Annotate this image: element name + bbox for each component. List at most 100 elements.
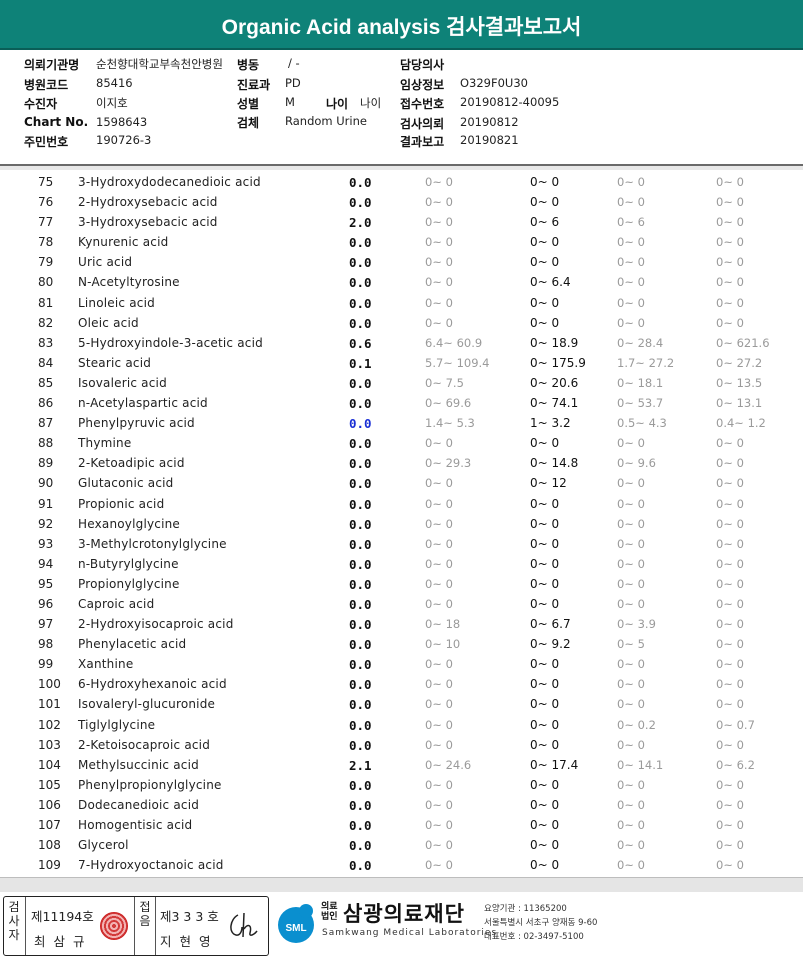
ward-label: 병동 (237, 58, 260, 72)
reference-range-2: 0~ 0 (530, 858, 560, 873)
reference-range-1: 0~ 0 (425, 777, 453, 792)
reference-range-1: 0~ 0 (425, 295, 453, 310)
analyte-name: Oleic acid (78, 315, 139, 330)
result-value: 0.0 (349, 818, 372, 833)
reference-range-4: 0~ 0 (716, 677, 744, 692)
reference-range-1: 0~ 0 (425, 838, 453, 853)
result-value: 0.0 (349, 536, 372, 552)
reference-range-2: 0~ 0 (530, 175, 560, 189)
analyte-name: Stearic acid (78, 355, 152, 370)
age-label: 나이 (326, 97, 349, 111)
table-row: 91 Propionic acid 0.0 0~ 0 0~ 0 0~ 0 0~ 0 (0, 494, 803, 514)
analyte-name: 3-Hydroxysebacic acid (78, 215, 218, 230)
analyte-name: 2-Hydroxyisocaproic acid (78, 617, 234, 632)
reference-range-3: 0~ 0 (617, 436, 645, 451)
row-number: 102 (38, 717, 61, 732)
info-shadow (0, 166, 803, 170)
reference-range-3: 0~ 0 (617, 777, 645, 792)
analyte-name: Linoleic acid (78, 295, 155, 310)
row-number: 82 (38, 315, 54, 330)
reference-range-2: 0~ 74.1 (530, 396, 579, 411)
reference-range-4: 0~ 0 (716, 315, 744, 330)
result-value: 0.0 (349, 797, 372, 813)
table-row: 79 Uric acid 0.0 0~ 0 0~ 0 0~ 0 0~ 0 (0, 252, 803, 272)
result-value: 0.0 (349, 617, 372, 633)
result-value: 0.0 (349, 456, 372, 472)
sex-value: M (285, 95, 295, 109)
reference-range-2: 0~ 0 (530, 677, 560, 692)
reference-range-2: 0~ 0 (530, 657, 560, 672)
reference-range-4: 0~ 13.5 (716, 375, 763, 390)
analyte-name: 3-Methylcrotonylglycine (78, 536, 227, 551)
row-number: 91 (38, 496, 54, 511)
reviewer-name: 지 현 영 (160, 934, 213, 949)
reference-range-4: 0~ 0 (716, 195, 744, 210)
table-row: 92 Hexanoylglycine 0.0 0~ 0 0~ 0 0~ 0 0~ 0 (0, 514, 803, 534)
results-table: 75 3-Hydroxydodecanedioic acid 0.0 0~ 0 0~ 0… (0, 172, 803, 875)
analyte-name: Propionic acid (78, 496, 165, 511)
org-type: 의료법인 (321, 902, 338, 922)
result-value: 0.0 (349, 235, 372, 251)
table-row: 100 6-Hydroxyhexanoic acid 0.0 0~ 0 0~ 0 0~ 0… (0, 674, 803, 694)
analyte-name: n-Butyrylglycine (78, 556, 179, 571)
reference-range-2: 0~ 12 (530, 476, 567, 491)
reference-range-1: 0~ 0 (425, 215, 453, 230)
table-row: 98 Phenylacetic acid 0.0 0~ 10 0~ 9.2 0~ 5 0~ … (0, 634, 803, 654)
analyte-name: Thymine (78, 436, 132, 451)
reference-range-3: 0~ 53.7 (617, 396, 664, 411)
reference-range-4: 0~ 0 (716, 235, 744, 250)
table-row: 80 N-Acetyltyrosine 0.0 0~ 0 0~ 6.4 0~ 0 0~ 0 (0, 272, 803, 292)
analyte-name: Hexanoylglycine (78, 516, 181, 531)
reference-range-1: 0~ 10 (425, 637, 461, 652)
row-number: 97 (38, 617, 54, 632)
reference-range-4: 0~ 0 (716, 476, 744, 491)
signature-icon (230, 912, 258, 938)
reference-range-1: 0~ 0 (425, 436, 453, 451)
reference-range-2: 0~ 14.8 (530, 456, 579, 471)
row-number: 86 (38, 396, 54, 411)
reference-range-2: 0~ 0 (530, 717, 560, 732)
reference-range-3: 0.5~ 4.3 (617, 416, 667, 431)
result-value: 0.0 (349, 496, 372, 512)
row-number: 107 (38, 818, 61, 832)
reference-range-3: 0~ 28.4 (617, 335, 664, 350)
reviewer-license: 제3 3 3 호 (160, 909, 219, 924)
reference-range-4: 0~ 0 (716, 295, 744, 310)
table-row: 90 Glutaconic acid 0.0 0~ 0 0~ 12 0~ 0 0~ 0 (0, 473, 803, 493)
reference-range-1: 1.4~ 5.3 (425, 416, 475, 431)
reference-range-1: 0~ 0 (425, 697, 453, 712)
reference-range-3: 1.7~ 27.2 (617, 355, 675, 370)
reference-range-4: 0~ 0 (716, 777, 744, 792)
result-value: 2.0 (349, 215, 372, 231)
reference-range-2: 0~ 0 (530, 295, 560, 310)
reference-range-3: 0~ 0 (617, 697, 645, 712)
reference-range-1: 0~ 0 (425, 235, 453, 250)
reference-range-3: 0~ 18.1 (617, 375, 664, 390)
result-value: 0.0 (349, 657, 372, 673)
patient-value: 이지호 (96, 96, 128, 110)
reference-range-4: 0~ 0 (716, 275, 744, 290)
analyte-name: Kynurenic acid (78, 235, 169, 250)
reference-range-2: 1~ 3.2 (530, 416, 571, 431)
analyte-name: Methylsuccinic acid (78, 757, 199, 772)
chart-no-value: 1598643 (96, 115, 148, 129)
reference-range-2: 0~ 6.7 (530, 617, 571, 632)
table-row: 102 Tiglylglycine 0.0 0~ 0 0~ 0 0~ 0.2 0~ 0.7 (0, 715, 803, 735)
reference-range-1: 0~ 0 (425, 496, 453, 511)
reference-range-4: 0~ 0 (716, 576, 744, 591)
analyte-name: Dodecanedioic acid (78, 797, 200, 812)
reference-range-3: 0~ 0 (617, 516, 645, 531)
analyte-name: Xanthine (78, 657, 134, 672)
row-number: 90 (38, 476, 54, 491)
reference-range-1: 0~ 18 (425, 617, 461, 632)
reference-range-3: 0~ 3.9 (617, 617, 656, 632)
analyte-name: Uric acid (78, 255, 133, 270)
reference-range-2: 0~ 0 (530, 315, 560, 330)
table-row: 97 2-Hydroxyisocaproic acid 0.0 0~ 18 0~ 6.7… (0, 614, 803, 634)
result-value: 0.0 (349, 476, 372, 492)
reference-range-1: 0~ 0 (425, 576, 453, 591)
reference-range-3: 0~ 0 (617, 275, 645, 290)
result-value: 0.0 (349, 697, 372, 713)
reference-range-1: 0~ 0 (425, 195, 453, 210)
reference-range-1: 0~ 0 (425, 596, 453, 611)
